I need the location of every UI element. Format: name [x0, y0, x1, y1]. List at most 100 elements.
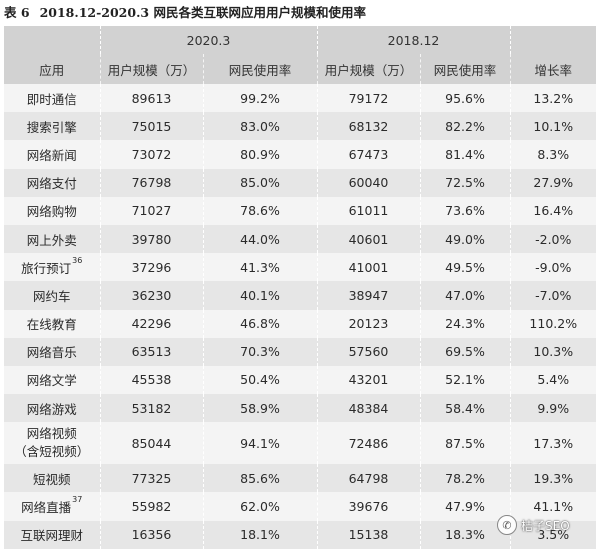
cell-rate-2018: 82.2%: [419, 112, 511, 141]
cell-app: 互联网理财: [4, 520, 100, 549]
cell-users-2018: 48384: [316, 394, 420, 423]
cell-growth: 41.1%: [509, 492, 597, 521]
cell-rate-2020: 83.0%: [202, 112, 317, 141]
cell-rate-2018: 95.6%: [419, 84, 511, 113]
footnote-marker: 36: [72, 255, 83, 265]
cell-rate-2020: 94.1%: [202, 422, 317, 465]
cell-users-2020: 55982: [99, 492, 203, 521]
period-header-2018: 2018.12: [316, 26, 511, 54]
table-row: 网络视频 （含短视频） 85044 94.1% 72486 87.5% 17.3%: [4, 422, 597, 465]
cell-app: 网络购物: [4, 196, 100, 225]
app-name: 即时通信: [26, 91, 77, 107]
table-row: 短视频 77325 85.6% 64798 78.2% 19.3%: [4, 464, 597, 493]
cell-users-2018: 20123: [316, 309, 420, 338]
app-name: 互联网理财: [20, 528, 83, 544]
cell-rate-2018: 49.0%: [419, 224, 511, 254]
cell-users-2018: 57560: [316, 337, 420, 366]
table-title: 2018.12-2020.3 网民各类互联网应用用户规模和使用率: [39, 5, 366, 20]
app-name: 网约车: [32, 288, 71, 304]
cell-rate-2018: 87.5%: [419, 422, 511, 465]
table-row: 搜索引擎 75015 83.0% 68132 82.2% 10.1%: [4, 112, 597, 141]
cell-rate-2020: 70.3%: [202, 337, 317, 366]
cell-app: 网络新闻: [4, 140, 100, 169]
cell-growth: 8.3%: [509, 140, 597, 169]
app-name: 网络文学: [26, 373, 77, 389]
cell-app: 网络支付: [4, 168, 100, 197]
cell-growth: -7.0%: [509, 281, 597, 310]
cell-users-2020: 75015: [99, 112, 203, 141]
cell-users-2020: 42296: [99, 309, 203, 338]
cell-users-2020: 85044: [99, 422, 203, 465]
watermark: ✆ 桔子SEO: [497, 514, 570, 536]
cell-app: 即时通信: [4, 84, 100, 113]
cell-rate-2020: 18.1%: [202, 520, 317, 549]
empty-header-cell: [4, 26, 100, 54]
app-name: 网络直播: [21, 500, 72, 516]
cell-rate-2020: 44.0%: [202, 224, 317, 254]
table-row: 互联网理财 16356 18.1% 15138 18.3% 3.5%: [4, 520, 597, 549]
column-header-growth: 增长率: [509, 54, 597, 84]
cell-growth: 10.3%: [509, 337, 597, 366]
cell-users-2018: 67473: [316, 140, 420, 169]
cell-app: 短视频: [4, 464, 100, 493]
cell-rate-2018: 49.5%: [419, 253, 511, 282]
cell-users-2020: 45538: [99, 365, 203, 395]
cell-users-2018: 60040: [316, 168, 420, 197]
column-header-row: 应用 用户规模（万） 网民使用率 用户规模（万） 网民使用率 增长率: [4, 54, 597, 84]
footnote-marker: 37: [72, 495, 83, 505]
cell-rate-2020: 85.0%: [202, 168, 317, 197]
app-name: 网络新闻: [26, 147, 77, 163]
app-name: 在线教育: [26, 317, 77, 333]
cell-rate-2020: 80.9%: [202, 140, 317, 169]
data-table: 2020.3 2018.12 应用 用户规模（万） 网民使用率 用户规模（万） …: [4, 26, 597, 549]
table-row: 网络文学 45538 50.4% 43201 52.1% 5.4%: [4, 365, 597, 395]
cell-growth: 19.3%: [509, 464, 597, 493]
app-name-line2: （含短视频）: [14, 444, 90, 460]
cell-growth: 9.9%: [509, 394, 597, 423]
cell-rate-2020: 78.6%: [202, 196, 317, 225]
cell-rate-2018: 47.0%: [419, 281, 511, 310]
cell-app: 网络文学: [4, 365, 100, 395]
cell-growth: 27.9%: [509, 168, 597, 197]
empty-header-cell: [509, 26, 597, 54]
cell-users-2020: 63513: [99, 337, 203, 366]
cell-app: 搜索引擎: [4, 112, 100, 141]
cell-growth: 3.5%: [509, 520, 597, 549]
cell-rate-2020: 50.4%: [202, 365, 317, 395]
table-row: 在线教育 42296 46.8% 20123 24.3% 110.2%: [4, 309, 597, 338]
cell-users-2018: 72486: [316, 422, 420, 465]
app-name: 网上外卖: [26, 232, 77, 248]
table-caption: 表 6 2018.12-2020.3 网民各类互联网应用用户规模和使用率: [4, 3, 366, 23]
table-row: 网络新闻 73072 80.9% 67473 81.4% 8.3%: [4, 140, 597, 169]
cell-rate-2018: 69.5%: [419, 337, 511, 366]
cell-app: 旅行预订36: [4, 253, 100, 282]
cell-users-2020: 36230: [99, 281, 203, 310]
app-name: 网络视频: [26, 426, 77, 442]
cell-rate-2020: 41.3%: [202, 253, 317, 282]
cell-users-2020: 53182: [99, 394, 203, 423]
cell-rate-2020: 46.8%: [202, 309, 317, 338]
column-header-users-2018: 用户规模（万）: [316, 54, 420, 84]
cell-rate-2018: 52.1%: [419, 365, 511, 395]
table-row: 网络购物 71027 78.6% 61011 73.6% 16.4%: [4, 196, 597, 225]
column-header-rate-2020: 网民使用率: [202, 54, 317, 84]
cell-users-2018: 41001: [316, 253, 420, 282]
cell-users-2020: 76798: [99, 168, 203, 197]
table-row: 旅行预订36 37296 41.3% 41001 49.5% -9.0%: [4, 253, 597, 282]
cell-growth: -9.0%: [509, 253, 597, 282]
cell-users-2020: 37296: [99, 253, 203, 282]
cell-users-2018: 38947: [316, 281, 420, 310]
cell-users-2018: 15138: [316, 520, 420, 549]
app-name: 网络支付: [26, 176, 77, 192]
table-row: 网约车 36230 40.1% 38947 47.0% -7.0%: [4, 281, 597, 310]
table-row: 网络音乐 63513 70.3% 57560 69.5% 10.3%: [4, 337, 597, 366]
cell-growth: 10.1%: [509, 112, 597, 141]
wechat-icon: ✆: [497, 515, 517, 535]
table-row: 网上外卖 39780 44.0% 40601 49.0% -2.0%: [4, 224, 597, 254]
watermark-text: 桔子SEO: [521, 518, 570, 533]
cell-app: 在线教育: [4, 309, 100, 338]
cell-growth: -2.0%: [509, 224, 597, 254]
table-row: 即时通信 89613 99.2% 79172 95.6% 13.2%: [4, 84, 597, 113]
cell-growth: 13.2%: [509, 84, 597, 113]
cell-app: 网络游戏: [4, 394, 100, 423]
